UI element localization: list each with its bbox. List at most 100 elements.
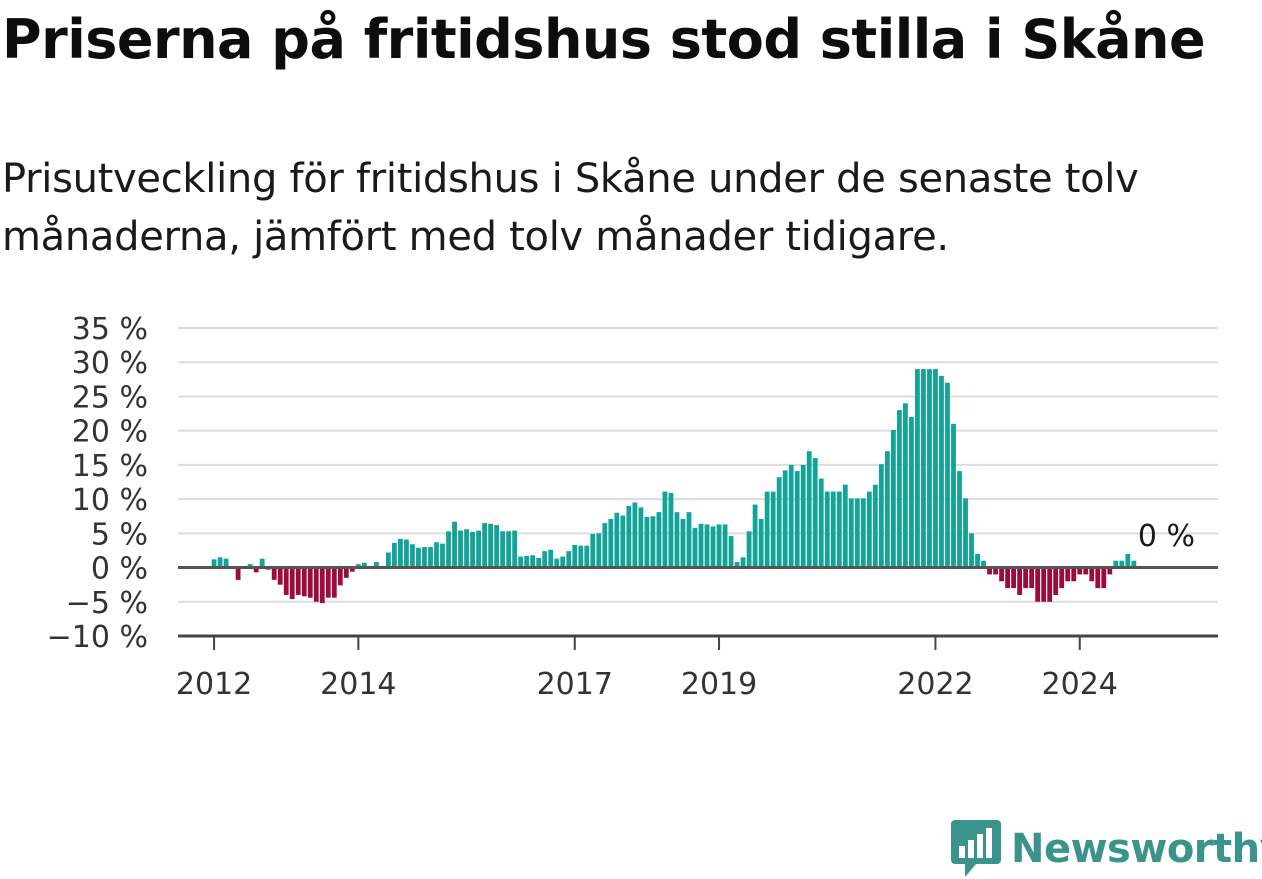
bars: [211, 369, 1137, 604]
axes: [178, 566, 1218, 650]
bar: [746, 531, 752, 568]
bar: [626, 505, 632, 568]
bar: [734, 562, 740, 568]
bar: [247, 564, 253, 568]
bar: [668, 492, 674, 568]
bar: [927, 369, 932, 568]
bar: [999, 567, 1004, 582]
bar: [794, 471, 800, 568]
x-tick-label: 2014: [320, 667, 396, 702]
bar: [939, 375, 944, 568]
bar: [842, 484, 848, 568]
bar: [506, 531, 512, 568]
bar: [638, 507, 644, 568]
bar: [1083, 567, 1089, 575]
bar: [776, 477, 782, 568]
bar: [1059, 567, 1065, 589]
bar: [500, 531, 506, 568]
bar: [975, 553, 980, 568]
bar: [331, 567, 337, 598]
bar: [373, 562, 379, 568]
bar: [355, 564, 361, 568]
bar: [752, 504, 758, 568]
bar: [890, 429, 896, 568]
bar: [1047, 567, 1053, 602]
bar: [404, 539, 409, 568]
bar: [398, 538, 403, 568]
bar: [301, 567, 307, 597]
bar: [1113, 560, 1119, 568]
bar: [217, 557, 223, 568]
bar: [770, 491, 776, 568]
bar: [1131, 560, 1137, 568]
bar: [259, 558, 265, 568]
bar: [560, 556, 566, 568]
bar: [866, 491, 872, 568]
bar: [271, 567, 277, 580]
bar: [1077, 567, 1083, 575]
y-tick-label: 5 %: [91, 517, 148, 552]
bar: [392, 542, 397, 568]
bar: [446, 531, 451, 568]
bar: [860, 498, 866, 568]
bar: [824, 491, 830, 568]
bar: [1119, 560, 1125, 568]
bar: [854, 498, 860, 568]
bar: [818, 478, 824, 568]
bar: [686, 512, 692, 568]
bar: [680, 518, 686, 568]
bar: [902, 403, 908, 568]
bar: [319, 567, 325, 604]
bar: [740, 557, 746, 568]
bar: [872, 484, 878, 568]
bar: [1005, 567, 1010, 589]
bar: [782, 470, 788, 568]
bar: [716, 524, 722, 568]
bar: [884, 451, 890, 568]
bar: [830, 491, 836, 568]
bar: [788, 464, 794, 568]
y-tick-label: 25 %: [72, 380, 148, 415]
bar: [386, 552, 391, 568]
bar: [993, 567, 998, 575]
bar: [289, 567, 295, 600]
bar: [1041, 567, 1047, 602]
bar: [602, 523, 608, 568]
bar: [1011, 567, 1017, 589]
chart-title: Priserna på fritidshus stod stilla i Skå…: [2, 8, 1206, 71]
y-tick-label: 35 %: [72, 312, 148, 347]
x-tick-label: 2022: [897, 667, 973, 702]
bar: [524, 555, 530, 568]
bar: [488, 523, 494, 568]
bar: [614, 512, 620, 568]
bar: [464, 529, 469, 568]
bar: [416, 547, 421, 568]
bar: [572, 544, 578, 568]
bar: [566, 551, 572, 568]
bar: [656, 512, 662, 568]
bar: [987, 567, 992, 575]
bar: [963, 498, 968, 568]
bar: [674, 512, 680, 568]
bar: [1089, 567, 1095, 582]
x-tick-label: 2024: [1042, 667, 1118, 702]
x-tick-label: 2012: [176, 667, 252, 702]
bar: [223, 558, 229, 568]
bar: [554, 558, 560, 568]
bar: [800, 464, 806, 568]
bar: [590, 534, 596, 568]
bar: [440, 543, 445, 568]
bar: [1101, 567, 1107, 589]
bar: [945, 382, 950, 568]
bar: [410, 544, 415, 568]
bar: [710, 526, 716, 568]
bar: [632, 502, 638, 568]
bar: [662, 491, 668, 568]
bar: [542, 551, 548, 568]
bar: [458, 530, 463, 568]
labels: −10 %−5 %0 %5 %10 %15 %20 %25 %30 %35 %2…: [47, 312, 1195, 702]
bar: [536, 557, 542, 568]
bar: [512, 530, 518, 568]
newsworthy-logo: Newsworthy: [951, 820, 1262, 878]
